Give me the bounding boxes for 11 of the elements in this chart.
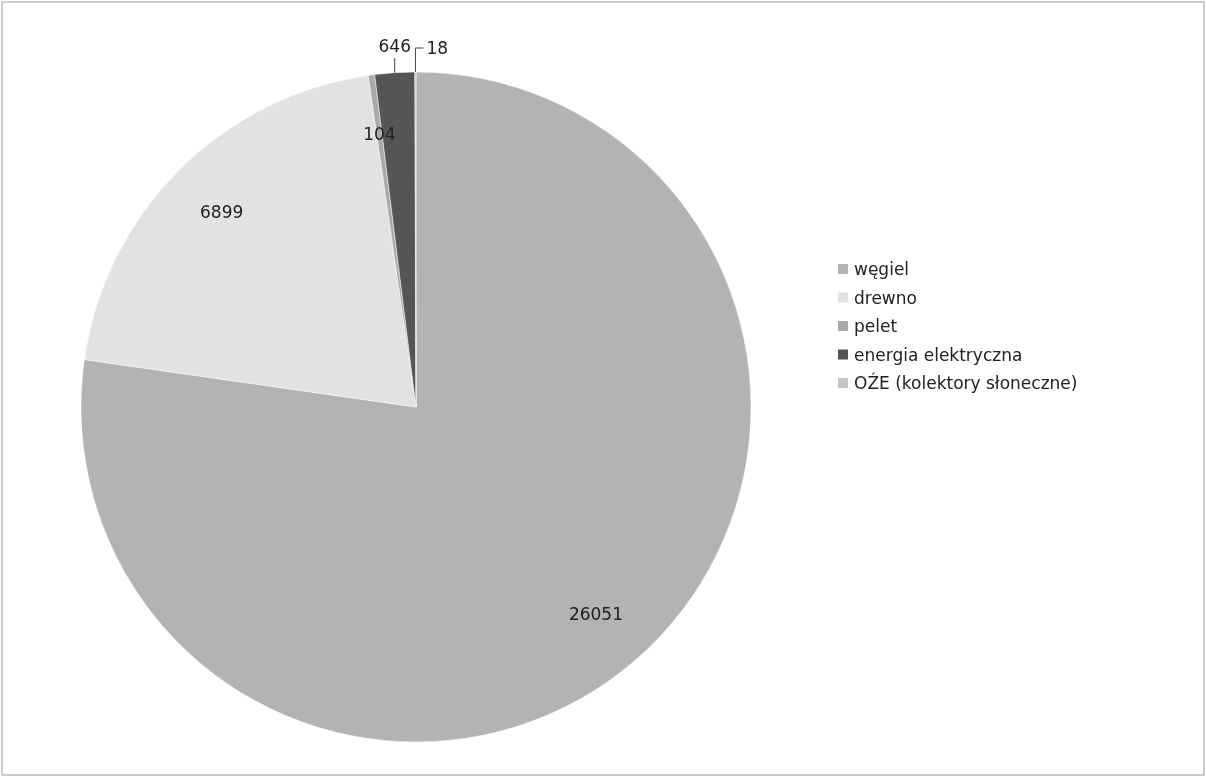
legend-label: energia elektryczna: [854, 344, 1023, 365]
data-label: 26051: [568, 603, 624, 624]
legend-label: drewno: [854, 287, 917, 308]
data-label: 18: [426, 38, 449, 58]
legend-label: pelet: [854, 316, 898, 336]
data-label: 6899: [200, 201, 244, 222]
pie-slice: [84, 75, 417, 408]
legend-label: węgiel: [854, 259, 910, 279]
pie-slice: [80, 71, 752, 742]
data-label: 646: [378, 36, 411, 56]
legend-label: OŹE (kolektory słoneczne): [854, 372, 1078, 393]
